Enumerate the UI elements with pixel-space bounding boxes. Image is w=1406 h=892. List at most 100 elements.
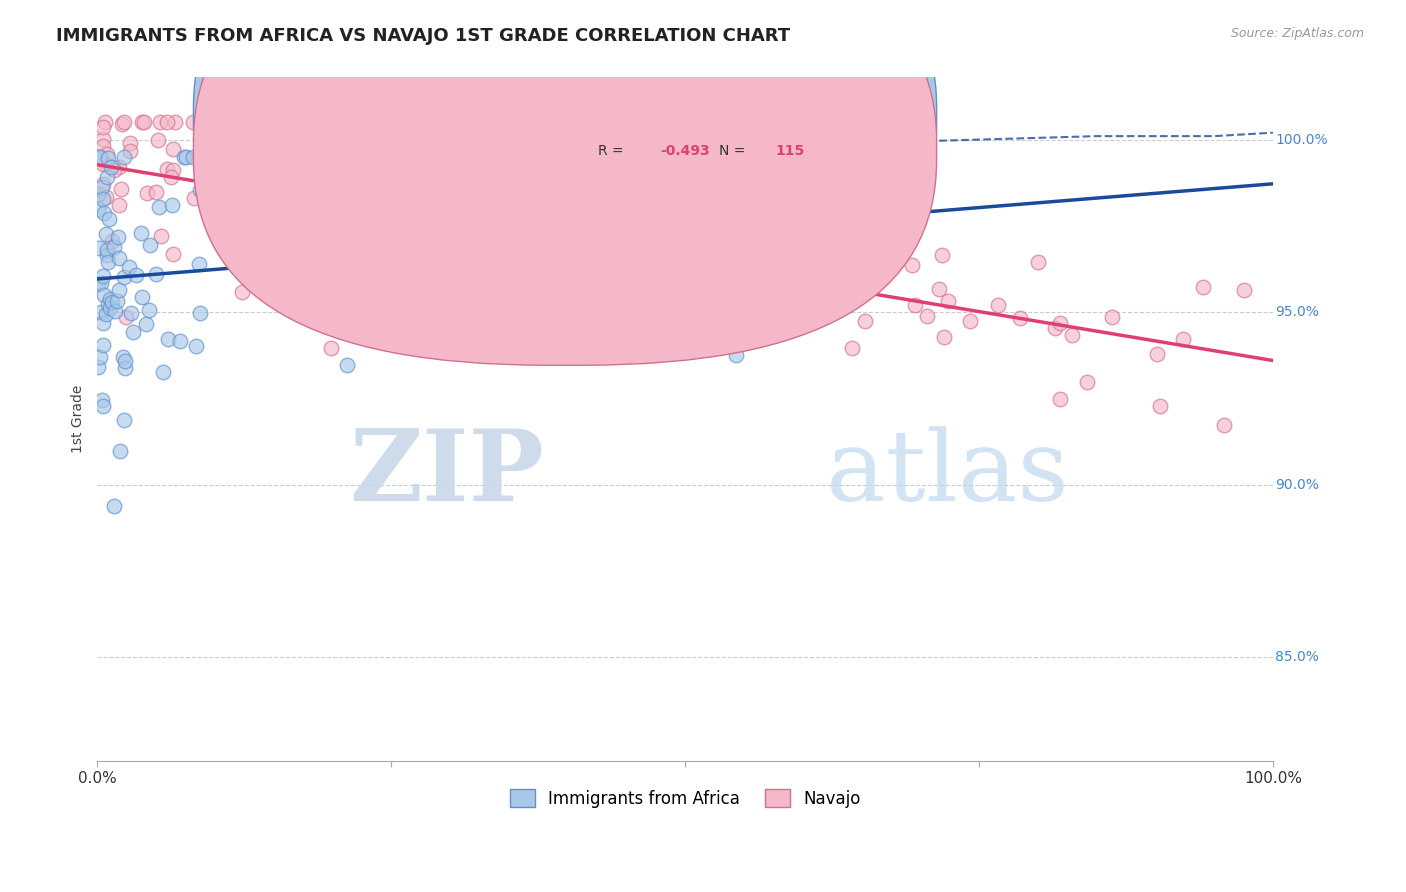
Point — [188, 150, 211, 164]
Point — [110, 182, 132, 196]
Point — [181, 150, 204, 164]
Point — [411, 232, 433, 246]
Point — [98, 292, 121, 306]
Point — [100, 234, 122, 248]
Point — [165, 115, 187, 129]
Point — [91, 157, 114, 171]
Point — [115, 310, 138, 324]
Point — [932, 330, 955, 344]
Point — [617, 202, 640, 216]
Point — [103, 499, 125, 513]
Point — [245, 225, 267, 239]
Point — [169, 334, 191, 348]
Point — [256, 155, 278, 169]
Text: 89: 89 — [776, 110, 794, 123]
Point — [486, 144, 509, 158]
Point — [91, 317, 114, 331]
Point — [91, 132, 114, 146]
Point — [198, 195, 221, 210]
Point — [160, 198, 183, 212]
Point — [1076, 375, 1098, 389]
Point — [94, 307, 117, 321]
Point — [574, 266, 596, 280]
Point — [560, 312, 582, 326]
Point — [152, 365, 174, 379]
Point — [959, 314, 981, 328]
Point — [533, 236, 555, 251]
Point — [91, 139, 114, 153]
Point — [96, 169, 118, 184]
Point — [114, 115, 136, 129]
Point — [174, 150, 197, 164]
Point — [464, 189, 486, 203]
Point — [112, 413, 135, 427]
Point — [654, 215, 676, 229]
Point — [131, 115, 153, 129]
Point — [111, 117, 134, 131]
Point — [183, 191, 205, 205]
Point — [936, 293, 959, 308]
Y-axis label: 1st Grade: 1st Grade — [72, 385, 86, 453]
Point — [402, 247, 425, 261]
Point — [429, 338, 451, 352]
Point — [231, 285, 253, 299]
Point — [915, 309, 938, 323]
Point — [314, 158, 336, 172]
Point — [928, 282, 950, 296]
Point — [411, 229, 433, 244]
Point — [134, 115, 156, 129]
Legend: Immigrants from Africa, Navajo: Immigrants from Africa, Navajo — [503, 783, 868, 814]
Point — [238, 232, 260, 246]
Point — [181, 115, 204, 129]
Point — [720, 206, 742, 220]
Point — [745, 332, 768, 346]
Point — [103, 239, 125, 253]
Point — [519, 272, 541, 286]
Text: 85.0%: 85.0% — [1275, 650, 1319, 665]
Point — [215, 224, 238, 238]
Point — [100, 160, 122, 174]
Point — [96, 147, 118, 161]
Point — [262, 153, 284, 168]
Point — [87, 186, 110, 201]
Point — [243, 226, 266, 240]
Text: 90.0%: 90.0% — [1275, 478, 1319, 491]
Text: R =: R = — [598, 110, 624, 123]
Point — [599, 259, 621, 273]
Text: 115: 115 — [776, 144, 804, 158]
Point — [319, 342, 342, 356]
Point — [931, 248, 953, 262]
Point — [335, 235, 357, 250]
Point — [465, 162, 488, 177]
Point — [471, 133, 494, 147]
Point — [108, 251, 131, 265]
Point — [89, 150, 111, 164]
Point — [212, 186, 235, 200]
Point — [229, 199, 252, 213]
Point — [301, 234, 323, 248]
Point — [841, 341, 863, 355]
Point — [93, 206, 115, 220]
Text: R =: R = — [598, 144, 624, 158]
Point — [1233, 283, 1256, 297]
Text: N =: N = — [718, 144, 745, 158]
Point — [146, 133, 169, 147]
Point — [439, 140, 461, 154]
Point — [370, 252, 392, 267]
Point — [112, 350, 135, 364]
Point — [184, 339, 207, 353]
FancyBboxPatch shape — [526, 91, 849, 177]
Point — [108, 161, 131, 175]
Point — [1192, 280, 1215, 294]
Point — [987, 298, 1010, 312]
Point — [96, 248, 118, 262]
Point — [149, 115, 172, 129]
Point — [664, 245, 686, 260]
Point — [87, 277, 110, 292]
Point — [118, 144, 141, 158]
Point — [156, 333, 179, 347]
Point — [91, 268, 114, 283]
Point — [93, 338, 115, 352]
Point — [533, 336, 555, 351]
Point — [425, 233, 447, 247]
